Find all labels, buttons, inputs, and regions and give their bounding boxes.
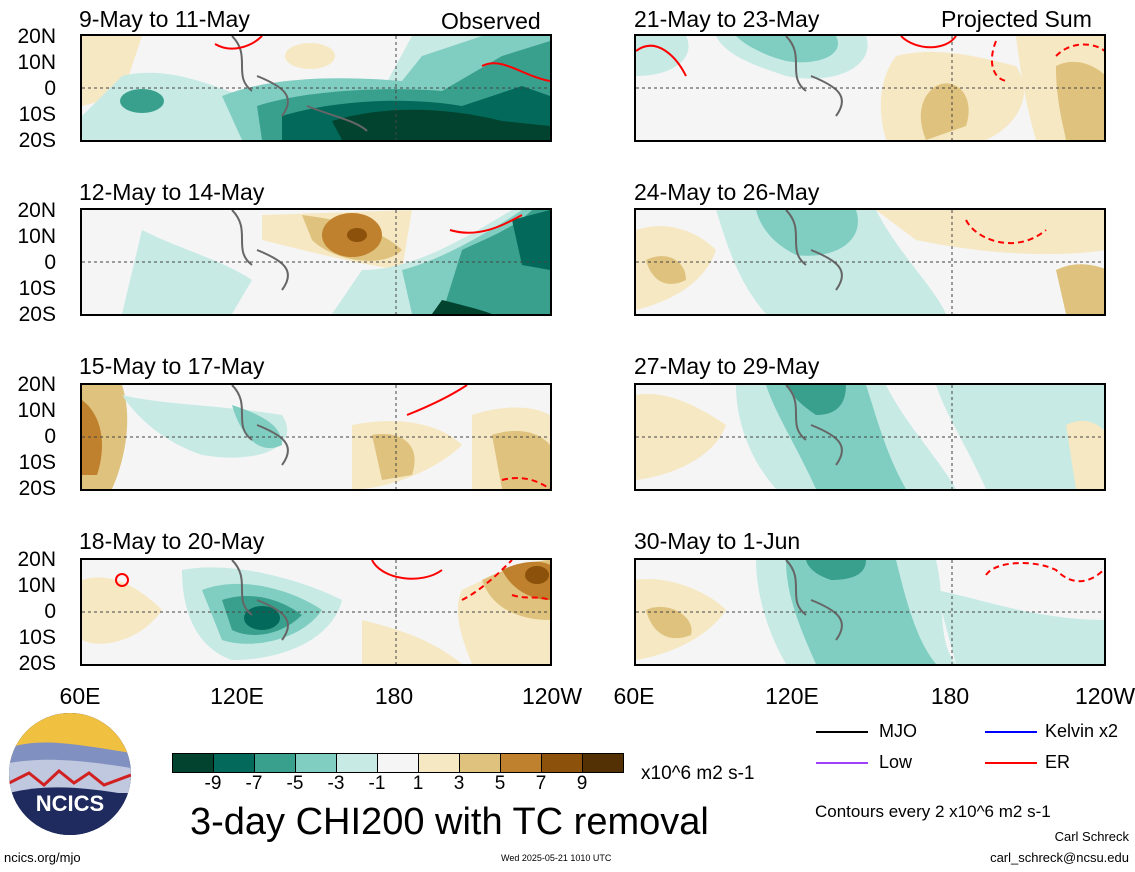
author: Carl Schreck	[1054, 829, 1129, 844]
legend-er-line	[985, 762, 1037, 764]
colorbar	[172, 753, 624, 773]
y-label-eq: 0	[44, 600, 56, 623]
x-label-120e: 120E	[765, 683, 819, 709]
map-panel-5	[634, 34, 1106, 142]
colorbar-label-2: -5	[286, 773, 304, 794]
colorbar-label-9: 9	[576, 773, 588, 794]
map-panel-3	[80, 383, 552, 491]
map-panel-2	[80, 208, 552, 316]
y-label-10s: 10S	[18, 451, 56, 474]
y-label-20s: 20S	[18, 303, 56, 326]
colorbar-label-8: 7	[535, 773, 547, 794]
author-email[interactable]: carl_schreck@ncsu.edu	[990, 850, 1129, 865]
legend-low-line	[816, 762, 868, 764]
legend-kelvin-line	[985, 731, 1037, 733]
legend-mjo-label: MJO	[879, 721, 917, 741]
colorbar-swatch-8	[501, 754, 542, 772]
y-label-20n: 20N	[17, 548, 56, 571]
y-label-eq: 0	[44, 425, 56, 448]
y-label-10s: 10S	[18, 103, 56, 126]
y-label-10s: 10S	[18, 277, 56, 300]
y-label-10n: 10N	[17, 225, 56, 248]
colorbar-swatch-0	[173, 754, 214, 772]
panel-title-7: 27-May to 29-May	[634, 353, 820, 379]
y-label-20s: 20S	[18, 477, 56, 500]
x-label-120w: 120W	[1074, 683, 1135, 709]
panel-title-2: 12-May to 14-May	[79, 179, 265, 205]
y-label-10n: 10N	[17, 399, 56, 422]
y-label-eq: 0	[44, 251, 56, 274]
colorbar-swatch-2	[255, 754, 296, 772]
legend-low-label: Low	[879, 752, 913, 772]
x-label-60e: 60E	[59, 683, 101, 709]
colorbar-label-1: -7	[245, 773, 263, 794]
colorbar-swatch-9	[542, 754, 583, 772]
colorbar-label-7: 5	[494, 773, 506, 794]
panel-title-3: 15-May to 17-May	[79, 353, 265, 379]
colorbar-label-5: 1	[412, 773, 424, 794]
map-panel-7	[634, 383, 1106, 491]
panel-title-8: 30-May to 1-Jun	[634, 528, 801, 554]
colorbar-swatch-6	[419, 754, 460, 772]
x-label-60e: 60E	[613, 683, 655, 709]
x-label-180: 180	[930, 683, 970, 709]
colorbar-label-0: -9	[204, 773, 222, 794]
map-panel-4	[80, 558, 552, 666]
y-label-20n: 20N	[17, 25, 56, 48]
panel-title-6: 24-May to 26-May	[634, 179, 820, 205]
y-label-20n: 20N	[17, 199, 56, 222]
map-panel-6	[634, 208, 1106, 316]
colorbar-label-4: -1	[368, 773, 386, 794]
y-label-10s: 10S	[18, 626, 56, 649]
colorbar-swatch-7	[460, 754, 501, 772]
y-label-20s: 20S	[18, 652, 56, 675]
colorbar-swatch-5	[378, 754, 419, 772]
colorbar-swatch-1	[214, 754, 255, 772]
colorbar-label-3: -3	[327, 773, 345, 794]
panel-title-5: 21-May to 23-May	[634, 6, 820, 32]
x-label-120w: 120W	[521, 683, 583, 709]
x-label-180: 180	[374, 683, 414, 709]
panel-title-1: 9-May to 11-May	[79, 6, 250, 32]
contour-note: Contours every 2 x10^6 m2 s-1	[815, 802, 1051, 821]
map-panel-1	[80, 34, 552, 142]
site-link[interactable]: ncics.org/mjo	[4, 850, 81, 865]
y-label-eq: 0	[44, 77, 56, 100]
panel-title-4: 18-May to 20-May	[79, 528, 265, 554]
y-label-20s: 20S	[18, 129, 56, 152]
colorbar-swatch-3	[296, 754, 337, 772]
colorbar-label-6: 3	[453, 773, 465, 794]
y-label-20n: 20N	[17, 373, 56, 396]
projected-sum-label: Projected Sum	[941, 6, 1092, 32]
x-label-120e: 120E	[210, 683, 264, 709]
legend-mjo-line	[816, 731, 868, 733]
observed-label: Observed	[441, 8, 541, 34]
legend-kelvin-label: Kelvin x2	[1045, 721, 1119, 741]
colorbar-swatch-10	[583, 754, 623, 772]
legend-er-label: ER	[1045, 752, 1071, 772]
colorbar-swatch-4	[337, 754, 378, 772]
timestamp: Wed 2025-05-21 1010 UTC	[501, 853, 612, 863]
logo-text: NCICS	[36, 791, 104, 816]
main-title: 3-day CHI200 with TC removal	[190, 801, 709, 843]
map-panel-8	[634, 558, 1106, 666]
y-label-10n: 10N	[17, 51, 56, 74]
ncics-logo: NCICS	[9, 713, 131, 835]
y-label-10n: 10N	[17, 574, 56, 597]
colorbar-units: x10^6 m2 s-1	[641, 763, 755, 784]
